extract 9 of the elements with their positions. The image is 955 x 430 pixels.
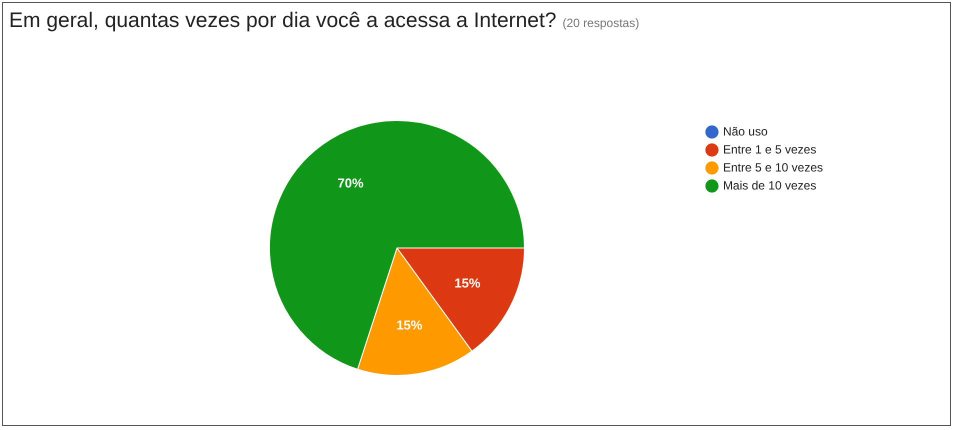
legend-label: Não uso xyxy=(722,124,768,138)
data-label: 15% xyxy=(396,318,423,333)
data-label: 70% xyxy=(337,176,364,191)
chart-title: Em geral, quantas vezes por dia você a acessa a Internet? xyxy=(9,9,556,32)
legend-label: Mais de 10 vezes xyxy=(722,178,816,192)
legend-label: Entre 5 e 10 vezes xyxy=(722,160,823,174)
legend-label: Entre 1 e 5 vezes xyxy=(722,142,816,156)
data-label: 15% xyxy=(454,275,481,290)
chart-subtitle: (20 respostas) xyxy=(562,16,640,30)
